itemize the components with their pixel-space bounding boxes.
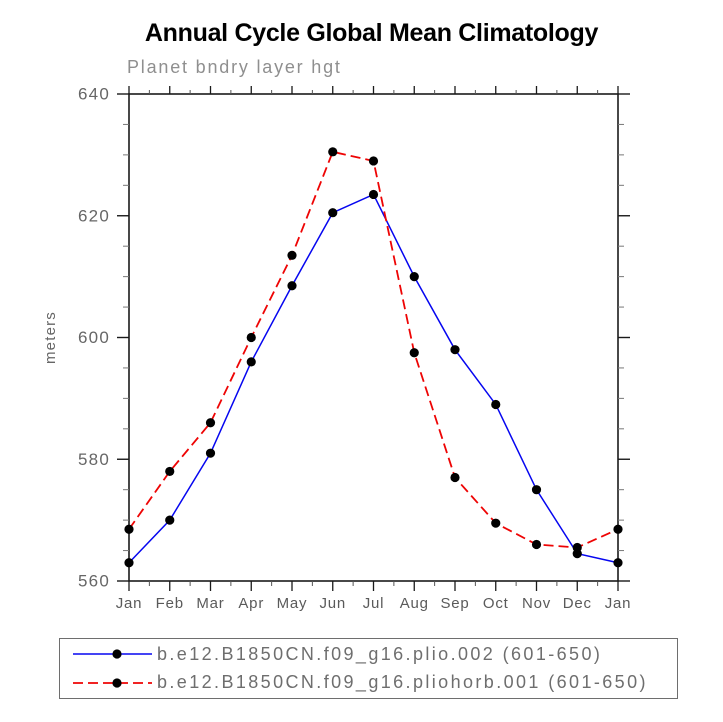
data-point-marker-s0	[287, 281, 297, 291]
x-tick-label: Jun	[319, 595, 346, 612]
data-point-marker-s0	[205, 448, 216, 458]
legend-item-plio-002: b.e12.B1850CN.f09_g16.plio.002 (601-650)	[60, 640, 677, 668]
x-tick-label: Oct	[483, 595, 509, 612]
x-tick-label: Dec	[563, 595, 592, 612]
data-point-marker-s1	[491, 518, 501, 528]
legend-item-pliohorb-001: b.e12.B1850CN.f09_g16.pliohorb.001 (601-…	[60, 669, 677, 697]
x-tick-label: May	[277, 595, 308, 612]
legend-marker-icon	[112, 678, 122, 688]
plot-frame	[128, 93, 619, 582]
data-point-marker-s0	[124, 558, 134, 568]
data-point-marker-s1	[409, 348, 419, 358]
data-point-marker-s1	[368, 156, 379, 166]
x-tick-label: Aug	[400, 595, 429, 612]
legend-label-plio-002: b.e12.B1850CN.f09_g16.plio.002 (601-650)	[157, 643, 603, 664]
data-point-marker-s0	[450, 345, 460, 355]
data-point-marker-s1	[246, 332, 256, 343]
data-point-marker-s0	[368, 189, 379, 200]
x-tick-label: Jul	[363, 595, 385, 612]
x-tick-label: Mar	[196, 595, 224, 612]
y-tick-label: 580	[78, 450, 110, 469]
series-line-1	[128, 150, 619, 549]
legend-line-sample-solid	[73, 649, 152, 659]
legend-marker-icon	[112, 649, 122, 659]
series-line-0	[128, 193, 619, 564]
data-point-marker-s0	[491, 399, 501, 410]
data-point-marker-s1	[450, 472, 460, 483]
chart-subtitle: Planet bndry layer hgt	[127, 57, 342, 77]
x-tick-label: Jan	[605, 595, 632, 612]
y-tick-label: 640	[78, 85, 110, 104]
data-point-marker-s0	[246, 357, 256, 367]
data-point-marker-s1	[328, 147, 338, 157]
data-point-marker-s0	[409, 272, 419, 282]
x-tick-label: Apr	[238, 595, 264, 612]
data-point-marker-s1	[531, 539, 542, 550]
data-point-marker-s0	[165, 515, 175, 525]
legend-line-sample-dashed	[73, 678, 152, 688]
x-tick-label: Nov	[522, 595, 551, 612]
data-point-marker-s0	[328, 208, 338, 218]
data-point-marker-s1	[205, 418, 216, 428]
data-point-marker-s0	[531, 485, 542, 495]
legend-label-pliohorb-001: b.e12.B1850CN.f09_g16.pliohorb.001 (601-…	[157, 672, 648, 693]
legend: b.e12.B1850CN.f09_g16.plio.002 (601-650)…	[59, 638, 678, 699]
data-point-marker-s1	[287, 250, 297, 260]
y-axis-title: meters	[42, 311, 59, 364]
data-point-marker-s1	[124, 524, 134, 534]
data-point-marker-s1	[613, 524, 623, 534]
data-point-marker-s1	[165, 466, 175, 477]
y-tick-label: 560	[78, 572, 110, 591]
y-tick-label: 620	[78, 206, 110, 225]
x-tick-label: Jan	[116, 595, 143, 612]
chart-title: Annual Cycle Global Mean Climatology	[144, 19, 599, 47]
y-tick-label: 600	[78, 328, 110, 347]
data-point-marker-s0	[613, 558, 623, 568]
data-point-marker-s1	[572, 542, 582, 553]
x-tick-label: Sep	[440, 595, 469, 612]
x-tick-label: Feb	[156, 595, 184, 612]
